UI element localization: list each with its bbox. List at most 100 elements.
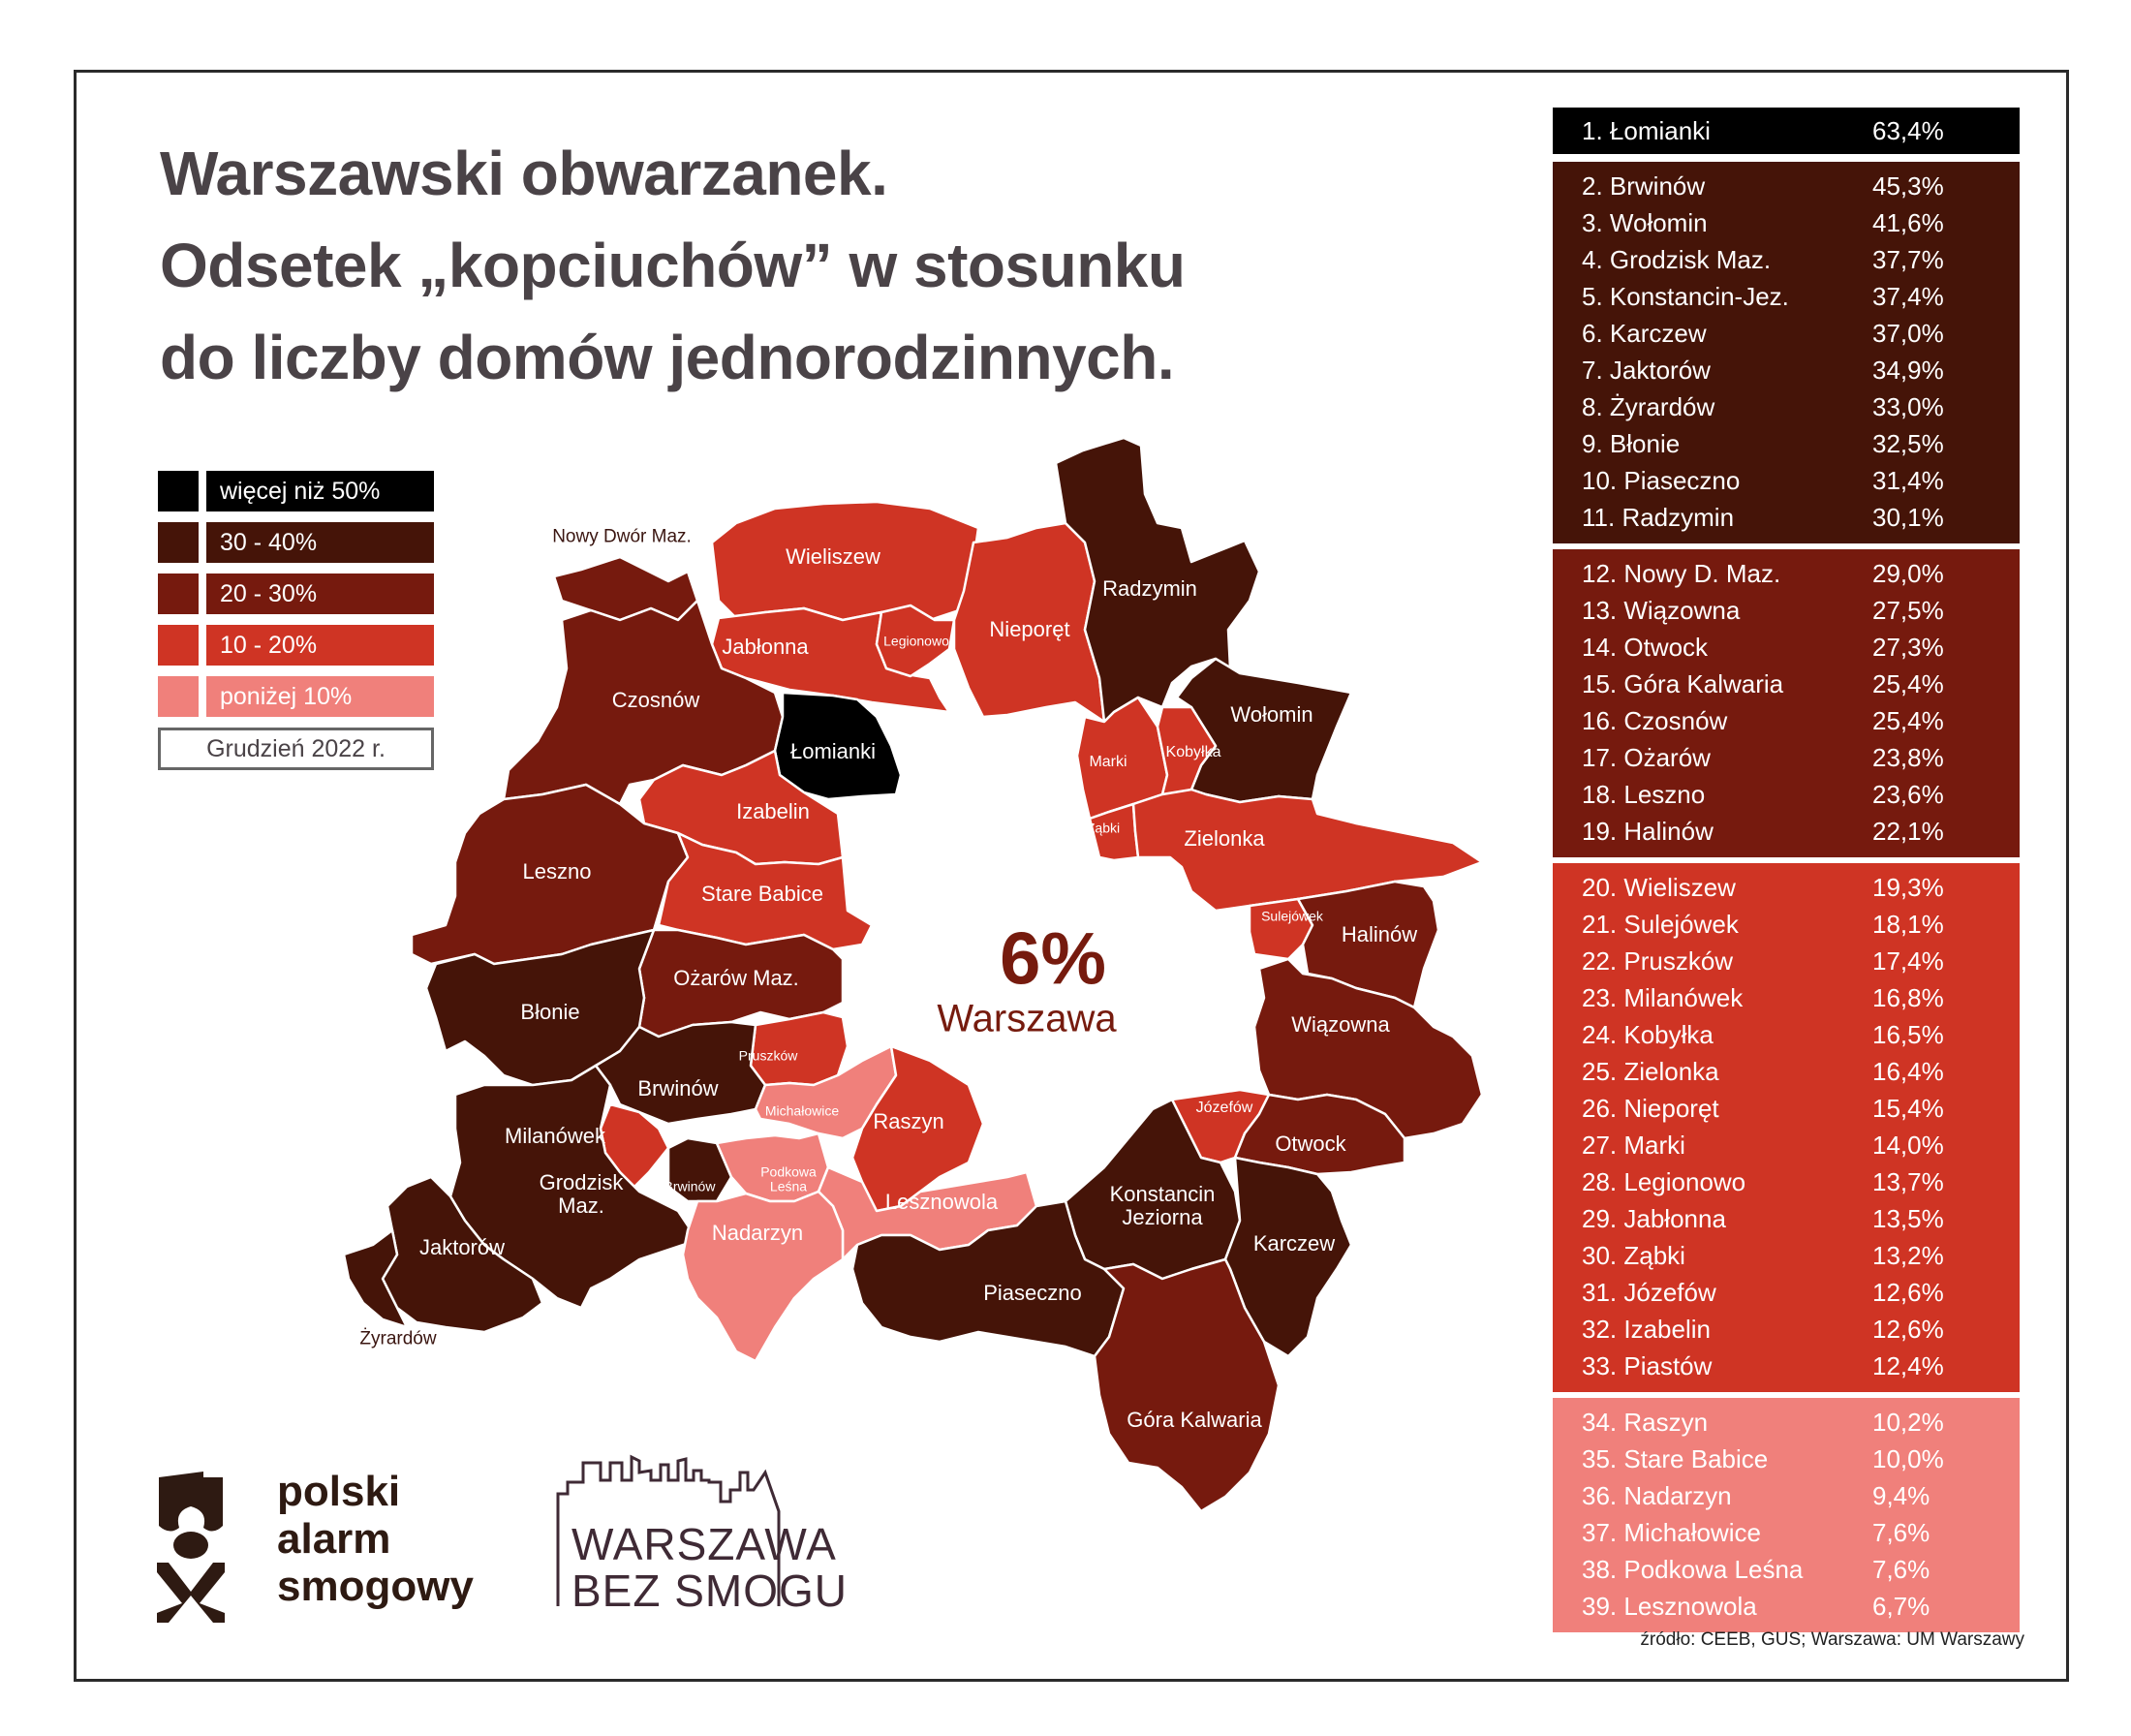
- warszawa-bez-smogu-logo: WARSZAWA BEZ SMOGU: [554, 1453, 864, 1614]
- map-label-konstancin: Konstancin Jeziorna: [1109, 1181, 1216, 1229]
- row-name: 12. Nowy D. Maz.: [1582, 559, 1781, 588]
- row-name: 34. Raszyn: [1582, 1408, 1709, 1437]
- row-name: 30. Ząbki: [1582, 1241, 1685, 1270]
- row-value: 30,1%: [1872, 503, 1944, 532]
- map-label-zielonka: Zielonka: [1184, 825, 1265, 851]
- page-title: Warszawski obwarzanek. Odsetek „kopciuch…: [160, 128, 1419, 404]
- legend: więcej niż 50% 30 - 40% 20 - 30% 10 - 20…: [158, 471, 434, 770]
- row-name: 1. Łomianki: [1582, 116, 1711, 145]
- row-name: 14. Otwock: [1582, 633, 1709, 662]
- row-value: 13,7%: [1872, 1167, 1944, 1196]
- table-row: 29. Jabłonna 13,5%: [1553, 1200, 2020, 1237]
- row-name: 2. Brwinów: [1582, 171, 1706, 201]
- row-name: 38. Podkowa Leśna: [1582, 1555, 1804, 1584]
- legend-label: więcej niż 50%: [206, 471, 434, 512]
- table-row: 18. Leszno 23,6%: [1553, 776, 2020, 813]
- row-value: 29,0%: [1872, 559, 1944, 588]
- title-line-3: do liczby domów jednorodzinnych.: [160, 323, 1175, 392]
- row-value: 9,4%: [1872, 1481, 1930, 1510]
- row-value: 23,6%: [1872, 780, 1944, 809]
- table-row: 15. Góra Kalwaria 25,4%: [1553, 666, 2020, 702]
- map-label-podkowa: Podkowa Leśna: [760, 1163, 817, 1194]
- ranking-group-20-30: 12. Nowy D. Maz. 29,0% 13. Wiązowna 27,5% …: [1553, 549, 2020, 857]
- table-row: 30. Ząbki 13,2%: [1553, 1237, 2020, 1274]
- region-nowy-dwor[interactable]: [552, 555, 699, 622]
- ranking-group-over-50: 1. Łomianki 63,4%: [1553, 108, 2020, 154]
- map-label-marki: Marki: [1089, 754, 1127, 771]
- legend-label: 30 - 40%: [206, 522, 434, 563]
- legend-item-over-50: więcej niż 50%: [158, 471, 434, 512]
- row-name: 4. Grodzisk Maz.: [1582, 245, 1772, 274]
- warsaw-label: Warszawa: [937, 997, 1117, 1040]
- row-value: 17,4%: [1872, 946, 1944, 976]
- table-row: 28. Legionowo 13,7%: [1553, 1163, 2020, 1200]
- map-label-karczew: Karczew: [1252, 1230, 1336, 1256]
- map-label-brwinow-small: Brwinów: [664, 1178, 716, 1194]
- pas-word-3: smogowy: [277, 1563, 474, 1610]
- ranking-group-30-40: 2. Brwinów 45,3% 3. Wołomin 41,6% 4. Grodz…: [1553, 162, 2020, 543]
- map-label-kobylka: Kobyłka: [1165, 744, 1221, 761]
- region-otwock[interactable]: [1233, 1093, 1406, 1176]
- table-row: 26. Nieporęt 15,4%: [1553, 1090, 2020, 1127]
- legend-item-under-10: poniżej 10%: [158, 676, 434, 717]
- region-wiazowna[interactable]: [1252, 957, 1484, 1140]
- row-name: 3. Wołomin: [1582, 208, 1708, 237]
- table-row: 1. Łomianki 63,4%: [1553, 108, 2020, 154]
- region-brwinow-exclave[interactable]: [666, 1136, 733, 1203]
- table-row: 13. Wiązowna 27,5%: [1553, 592, 2020, 629]
- title-line-2: Odsetek „kopciuchów” w stosunku: [160, 231, 1186, 300]
- map-label-raszyn: Raszyn: [873, 1108, 944, 1133]
- map-label-lomianki: Łomianki: [789, 738, 877, 763]
- row-value: 12,4%: [1872, 1351, 1944, 1380]
- row-value: 14,0%: [1872, 1131, 1944, 1160]
- row-value: 27,3%: [1872, 633, 1944, 662]
- row-value: 41,6%: [1872, 208, 1944, 237]
- title-line-1: Warszawski obwarzanek.: [160, 139, 888, 208]
- table-row: 10. Piaseczno 31,4%: [1553, 462, 2020, 499]
- region-stare-babice[interactable]: [657, 831, 874, 951]
- map-label-leszno: Leszno: [522, 858, 592, 884]
- region-nadarzyn[interactable]: [681, 1190, 845, 1363]
- region-legionowo[interactable]: [875, 604, 956, 678]
- table-row: 19. Halinów 22,1%: [1553, 813, 2020, 850]
- table-row: 6. Karczew 37,0%: [1553, 315, 2020, 352]
- row-value: 16,4%: [1872, 1057, 1944, 1086]
- legend-date: Grudzień 2022 r.: [158, 728, 434, 770]
- row-name: 33. Piastów: [1582, 1351, 1713, 1380]
- row-value: 15,4%: [1872, 1094, 1944, 1123]
- polski-alarm-smogowy-logo: polski alarm smogowy: [155, 1468, 474, 1623]
- table-row: 7. Jaktorów 34,9%: [1553, 352, 2020, 388]
- table-row: 14. Otwock 27,3%: [1553, 629, 2020, 666]
- row-value: 31,4%: [1872, 466, 1944, 495]
- row-value: 18,1%: [1872, 910, 1944, 939]
- table-row: 11. Radzymin 30,1%: [1553, 499, 2020, 536]
- ranking-table: 1. Łomianki 63,4% 2. Brwinów 45,3% 3. Woło…: [1553, 108, 2020, 1638]
- table-row: 33. Piastów 12,4%: [1553, 1348, 2020, 1384]
- row-value: 37,0%: [1872, 319, 1944, 348]
- row-name: 17. Ożarów: [1582, 743, 1711, 772]
- ranking-group-under-10: 34. Raszyn 10,2% 35. Stare Babice 10,0% 36…: [1553, 1398, 2020, 1632]
- skyline-icon: [556, 1454, 781, 1606]
- row-value: 23,8%: [1872, 743, 1944, 772]
- map-label-czosnow: Czosnów: [611, 687, 700, 712]
- row-name: 5. Konstancin-Jez.: [1582, 282, 1789, 311]
- row-name: 16. Czosnów: [1582, 706, 1728, 735]
- table-row: 9. Błonie 32,5%: [1553, 425, 2020, 462]
- pas-word-2: alarm: [277, 1515, 391, 1563]
- map-label-jaktorow: Jaktorów: [418, 1234, 506, 1259]
- table-row: 39. Lesznowola 6,7%: [1553, 1588, 2020, 1625]
- region-zyrardow[interactable]: [342, 1228, 409, 1329]
- region-nieporet[interactable]: [952, 521, 1106, 724]
- row-value: 6,7%: [1872, 1592, 1930, 1621]
- row-name: 10. Piaseczno: [1582, 466, 1741, 495]
- legend-label: 10 - 20%: [206, 625, 434, 666]
- region-gora-kalwaria[interactable]: [1093, 1257, 1281, 1513]
- row-name: 22. Pruszków: [1582, 946, 1734, 976]
- row-value: 13,5%: [1872, 1204, 1944, 1233]
- row-value: 37,7%: [1872, 245, 1944, 274]
- table-row: 4. Grodzisk Maz. 37,7%: [1553, 241, 2020, 278]
- row-value: 12,6%: [1872, 1315, 1944, 1344]
- map-label-legionowo: Legionowo: [883, 633, 949, 649]
- row-value: 10,2%: [1872, 1408, 1944, 1437]
